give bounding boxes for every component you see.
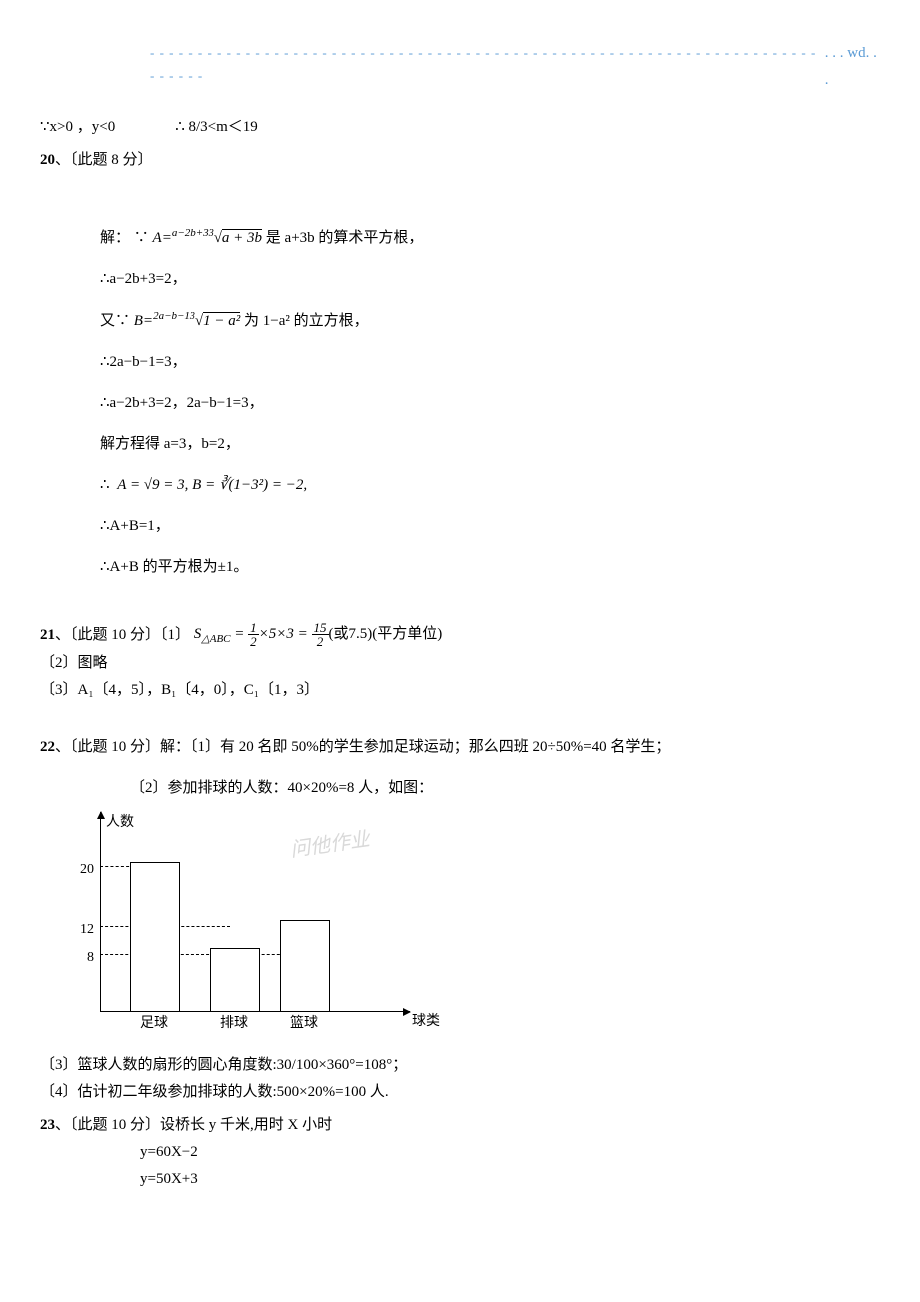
step7-formula: A = √9 = 3, B = ∛(1−3²) = −2,: [117, 477, 307, 493]
y-tick-label: 12: [70, 917, 94, 942]
tail: (或7.5)(平方单位): [329, 626, 443, 642]
A-lhs: A=: [153, 230, 172, 246]
chart-watermark: 问他作业: [288, 821, 372, 868]
because-sym: ∵: [134, 230, 149, 246]
q22-title: 22、〔此题 10 分〕解：〔1〕有 20 名即 50%的学生参加足球运动；那么…: [40, 734, 880, 761]
q19-line: ∵x>0 ，y<0 ∴ 8/3<m＜19: [40, 114, 880, 141]
q20-step3: 又∵ B=2a−b−13√1 − a² 为 1−a² 的立方根，: [100, 307, 880, 335]
q20-step4: ∴2a−b−1=3，: [100, 349, 880, 376]
q20-step9: ∴A+B 的平方根为±1。: [100, 554, 880, 581]
header-text: . . . wd. . .: [825, 40, 880, 94]
q22-line3: 〔3〕篮球人数的扇形的圆心角度数:30/100×360°=108°；: [40, 1052, 880, 1079]
f1n: 1: [248, 621, 259, 635]
S-sub: △ABC: [201, 633, 230, 645]
q20-step2: ∴a−2b+3=2，: [100, 266, 880, 293]
B-rad: 1 − a²: [203, 312, 240, 329]
q20-step7: ∴ A = √9 = 3, B = ∛(1−3²) = −2,: [100, 472, 880, 499]
q22-num: 22: [40, 739, 55, 755]
q23-title: 23、〔此题 10 分〕设桥长 y 千米,用时 X 小时: [40, 1112, 880, 1139]
chart-bar: [280, 920, 330, 1012]
q20-step6: 解方程得 a=3，b=2，: [100, 431, 880, 458]
q22-line4: 〔4〕估计初二年级参加排球的人数:500×20%=100 人.: [40, 1079, 880, 1106]
q23-eq1: y=60X−2: [40, 1139, 880, 1166]
q21-title-text: 、〔此题 10 分〕〔1〕: [55, 627, 190, 643]
q20-title: 20、〔此题 8 分〕: [40, 147, 880, 174]
q22-line2: 〔2〕参加排球的人数：40×20%=8 人，如图：: [40, 775, 880, 802]
q22: 22、〔此题 10 分〕解：〔1〕有 20 名即 50%的学生参加足球运动；那么…: [40, 734, 880, 1106]
A-expr: A=a−2b+33√a + 3b: [153, 230, 266, 246]
chart-bar: [130, 862, 180, 1012]
q20-step1: 解： ∵ A=a−2b+33√a + 3b 是 a+3b 的算术平方根，: [100, 224, 880, 252]
q23-eq2: y=50X+3: [40, 1166, 880, 1193]
B-lhs: B=: [134, 313, 153, 329]
header-dashes: - - - - - - - - - - - - - - - - - - - - …: [150, 41, 821, 88]
B-sup: 2a−b−1: [153, 310, 190, 322]
A-rad: a + 3b: [222, 229, 262, 246]
q21: 21、〔此题 10 分〕〔1〕 S△ABC = 12×5×3 = 152(或7.…: [40, 621, 880, 704]
q20-step8: ∴A+B=1，: [100, 513, 880, 540]
f2d: 2: [312, 635, 329, 648]
x-axis-label: 球类: [412, 1009, 440, 1034]
chart-bar: [210, 948, 260, 1012]
page-header: - - - - - - - - - - - - - - - - - - - - …: [40, 40, 880, 94]
q21-num: 21: [40, 627, 55, 643]
q20-num: 20: [40, 152, 55, 168]
q21-line2: 〔2〕图略: [40, 650, 880, 677]
x-category-label: 足球: [130, 1011, 178, 1036]
q23-num: 23: [40, 1117, 55, 1133]
q22-title-text: 、〔此题 10 分〕解：〔1〕有 20 名即 50%的学生参加足球运动；那么四班…: [55, 739, 670, 755]
step3-pre: 又∵: [100, 313, 130, 329]
A-sup: a−2b+3: [172, 227, 209, 239]
bar-chart: 问他作业 人数 球类 20128足球排球篮球: [50, 812, 430, 1042]
q23: 23、〔此题 10 分〕设桥长 y 千米,用时 X 小时 y=60X−2 y=5…: [40, 1112, 880, 1193]
y-tick-label: 20: [70, 857, 94, 882]
x-category-label: 篮球: [280, 1011, 328, 1036]
x-category-label: 排球: [210, 1011, 258, 1036]
q20-step5: ∴a−2b+3=2，2a−b−1=3，: [100, 390, 880, 417]
eq-sym: =: [231, 626, 249, 642]
f2n: 15: [312, 621, 329, 635]
q21-line3: 〔3〕A₁〔4，5〕，B₁〔4，0〕，C₁〔1，3〕: [40, 677, 880, 704]
y-axis-label: 人数: [106, 810, 134, 835]
q23-title-text: 、〔此题 10 分〕设桥长 y 千米,用时 X 小时: [55, 1117, 332, 1133]
step3-post: 为 1−a² 的立方根，: [244, 313, 369, 329]
B-expr: B=2a−b−13√1 − a²: [134, 313, 244, 329]
step1-post: 是 a+3b 的算术平方根，: [266, 230, 424, 246]
mid: ×5×3 =: [259, 626, 312, 642]
solve-label: 解：: [100, 230, 130, 246]
q21-line1: 21、〔此题 10 分〕〔1〕 S△ABC = 12×5×3 = 152(或7.…: [40, 621, 880, 650]
q20-solution: 解： ∵ A=a−2b+33√a + 3b 是 a+3b 的算术平方根， ∴a−…: [40, 224, 880, 581]
y-tick-label: 8: [70, 945, 94, 970]
q20-title-text: 、〔此题 8 分〕: [55, 152, 153, 168]
f1d: 2: [248, 635, 259, 648]
q21-formula: S△ABC = 12×5×3 = 152(或7.5)(平方单位): [194, 626, 442, 642]
y-axis: [100, 812, 101, 1012]
